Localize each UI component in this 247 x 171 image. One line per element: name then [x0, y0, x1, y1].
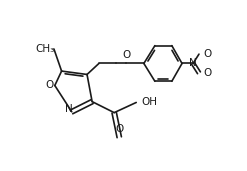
Text: N: N	[65, 104, 73, 114]
Text: O: O	[45, 81, 54, 90]
Text: O: O	[203, 68, 211, 78]
Text: O: O	[115, 124, 124, 134]
Text: OH: OH	[142, 97, 158, 107]
Text: CH₃: CH₃	[35, 44, 54, 54]
Text: O: O	[122, 50, 130, 60]
Text: N: N	[189, 58, 197, 68]
Text: O: O	[203, 49, 211, 59]
